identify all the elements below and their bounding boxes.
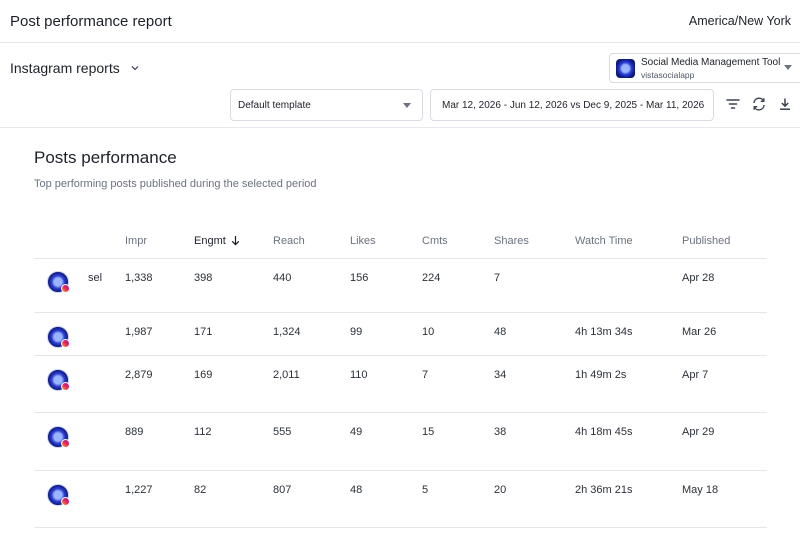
cell-cmts: 10 — [422, 312, 494, 356]
header-divider — [0, 127, 800, 128]
cell-cmts: 15 — [422, 412, 494, 471]
cell-cmts: 7 — [422, 355, 494, 413]
cell-shares: 34 — [494, 355, 575, 413]
cell-published: May 18 — [682, 470, 767, 528]
post-thumbnail-cell[interactable] — [34, 470, 125, 528]
cell-shares: 48 — [494, 312, 575, 356]
table-row[interactable]: 1,227 82 807 48 5 20 2h 36m 21s May 18 — [34, 470, 767, 528]
section-subtitle: Top performing posts published during th… — [34, 178, 317, 190]
cell-published: Apr 29 — [682, 412, 767, 471]
table-header-row: Impr Engmt Reach Likes Cmts Shares Watch… — [34, 224, 767, 259]
cell-watch-time — [575, 258, 682, 313]
cell-reach: 440 — [273, 258, 350, 313]
caret-down-icon — [403, 103, 411, 108]
arrow-down-icon — [231, 235, 240, 246]
date-range-picker[interactable]: Mar 12, 2026 - Jun 12, 2026 vs Dec 9, 20… — [430, 89, 714, 121]
cell-impr: 1,227 — [125, 470, 194, 528]
cell-published: Apr 28 — [682, 258, 767, 313]
cell-impr: 1,987 — [125, 312, 194, 356]
post-thumbnail-cell[interactable]: sel — [34, 258, 125, 313]
post-thumbnail-cell[interactable] — [34, 412, 125, 471]
caret-down-icon — [784, 65, 792, 70]
template-value: Default template — [238, 100, 311, 111]
cell-shares: 7 — [494, 258, 575, 313]
table-row[interactable]: 1,987 171 1,324 99 10 48 4h 13m 34s Mar … — [34, 312, 767, 356]
download-icon[interactable] — [777, 96, 793, 112]
instagram-icon — [61, 438, 70, 448]
cell-impr: 2,879 — [125, 355, 194, 413]
cell-impr: 1,338 — [125, 258, 194, 313]
table-row[interactable]: 889 112 555 49 15 38 4h 18m 45s Apr 29 — [34, 412, 767, 471]
filter-icon[interactable] — [725, 96, 741, 112]
profile-handle: vistasocialapp — [641, 70, 695, 80]
post-thumbnail-cell[interactable] — [34, 312, 125, 356]
column-header-watch-time[interactable]: Watch Time — [575, 224, 682, 259]
cell-cmts: 224 — [422, 258, 494, 313]
timezone-label[interactable]: America/New York — [688, 14, 791, 28]
cell-likes: 110 — [350, 355, 422, 413]
cell-reach: 2,011 — [273, 355, 350, 413]
template-dropdown[interactable]: Default template — [230, 89, 423, 121]
instagram-icon — [61, 283, 70, 293]
cell-reach: 555 — [273, 412, 350, 471]
column-header-published[interactable]: Published — [682, 224, 767, 259]
section-title: Posts performance — [34, 148, 177, 167]
column-header-cmts[interactable]: Cmts — [422, 224, 494, 259]
table-row[interactable]: 2,879 169 2,011 110 7 34 1h 49m 2s Apr 7 — [34, 355, 767, 413]
column-header-likes[interactable]: Likes — [350, 224, 422, 259]
cell-cmts: 5 — [422, 470, 494, 528]
table-row[interactable]: sel 1,338 398 440 156 224 7 Apr 28 — [34, 258, 767, 313]
profile-selector[interactable]: Social Media Management Tool f vistasoci… — [609, 53, 800, 83]
top-bar: Post performance report America/New York — [0, 0, 800, 43]
cell-published: Apr 7 — [682, 355, 767, 413]
cell-engmt: 398 — [194, 258, 273, 313]
report-type-dropdown[interactable]: Instagram reports — [10, 60, 141, 76]
cell-likes: 99 — [350, 312, 422, 356]
date-range-value: Mar 12, 2026 - Jun 12, 2026 vs Dec 9, 20… — [442, 100, 705, 111]
column-header-engmt[interactable]: Engmt — [194, 224, 273, 259]
column-header-shares[interactable]: Shares — [494, 224, 575, 259]
chevron-down-icon — [131, 66, 139, 71]
page-title: Post performance report — [10, 13, 172, 30]
cell-reach: 1,324 — [273, 312, 350, 356]
cell-watch-time: 4h 13m 34s — [575, 312, 682, 356]
cell-impr: 889 — [125, 412, 194, 471]
cell-shares: 38 — [494, 412, 575, 471]
column-header-post — [34, 224, 125, 259]
cell-published: Mar 26 — [682, 312, 767, 356]
cell-shares: 20 — [494, 470, 575, 528]
cell-watch-time: 4h 18m 45s — [575, 412, 682, 471]
report-type-label: Instagram reports — [10, 60, 120, 76]
post-caption: sel — [88, 271, 103, 284]
cell-reach: 807 — [273, 470, 350, 528]
column-header-engmt-label: Engmt — [194, 234, 226, 247]
profile-avatar — [616, 59, 635, 78]
post-thumbnail-cell[interactable] — [34, 355, 125, 413]
cell-likes: 156 — [350, 258, 422, 313]
cell-engmt: 171 — [194, 312, 273, 356]
cell-engmt: 169 — [194, 355, 273, 413]
cell-engmt: 112 — [194, 412, 273, 471]
cell-watch-time: 1h 49m 2s — [575, 355, 682, 413]
column-header-impr[interactable]: Impr — [125, 224, 194, 259]
profile-name: Social Media Management Tool f — [641, 57, 783, 68]
column-header-reach[interactable]: Reach — [273, 224, 350, 259]
instagram-icon — [61, 381, 70, 391]
refresh-icon[interactable] — [751, 96, 767, 112]
posts-table: Impr Engmt Reach Likes Cmts Shares Watch… — [34, 224, 767, 528]
instagram-icon — [61, 338, 70, 348]
cell-engmt: 82 — [194, 470, 273, 528]
cell-watch-time: 2h 36m 21s — [575, 470, 682, 528]
cell-likes: 48 — [350, 470, 422, 528]
cell-likes: 49 — [350, 412, 422, 471]
instagram-icon — [61, 496, 70, 506]
